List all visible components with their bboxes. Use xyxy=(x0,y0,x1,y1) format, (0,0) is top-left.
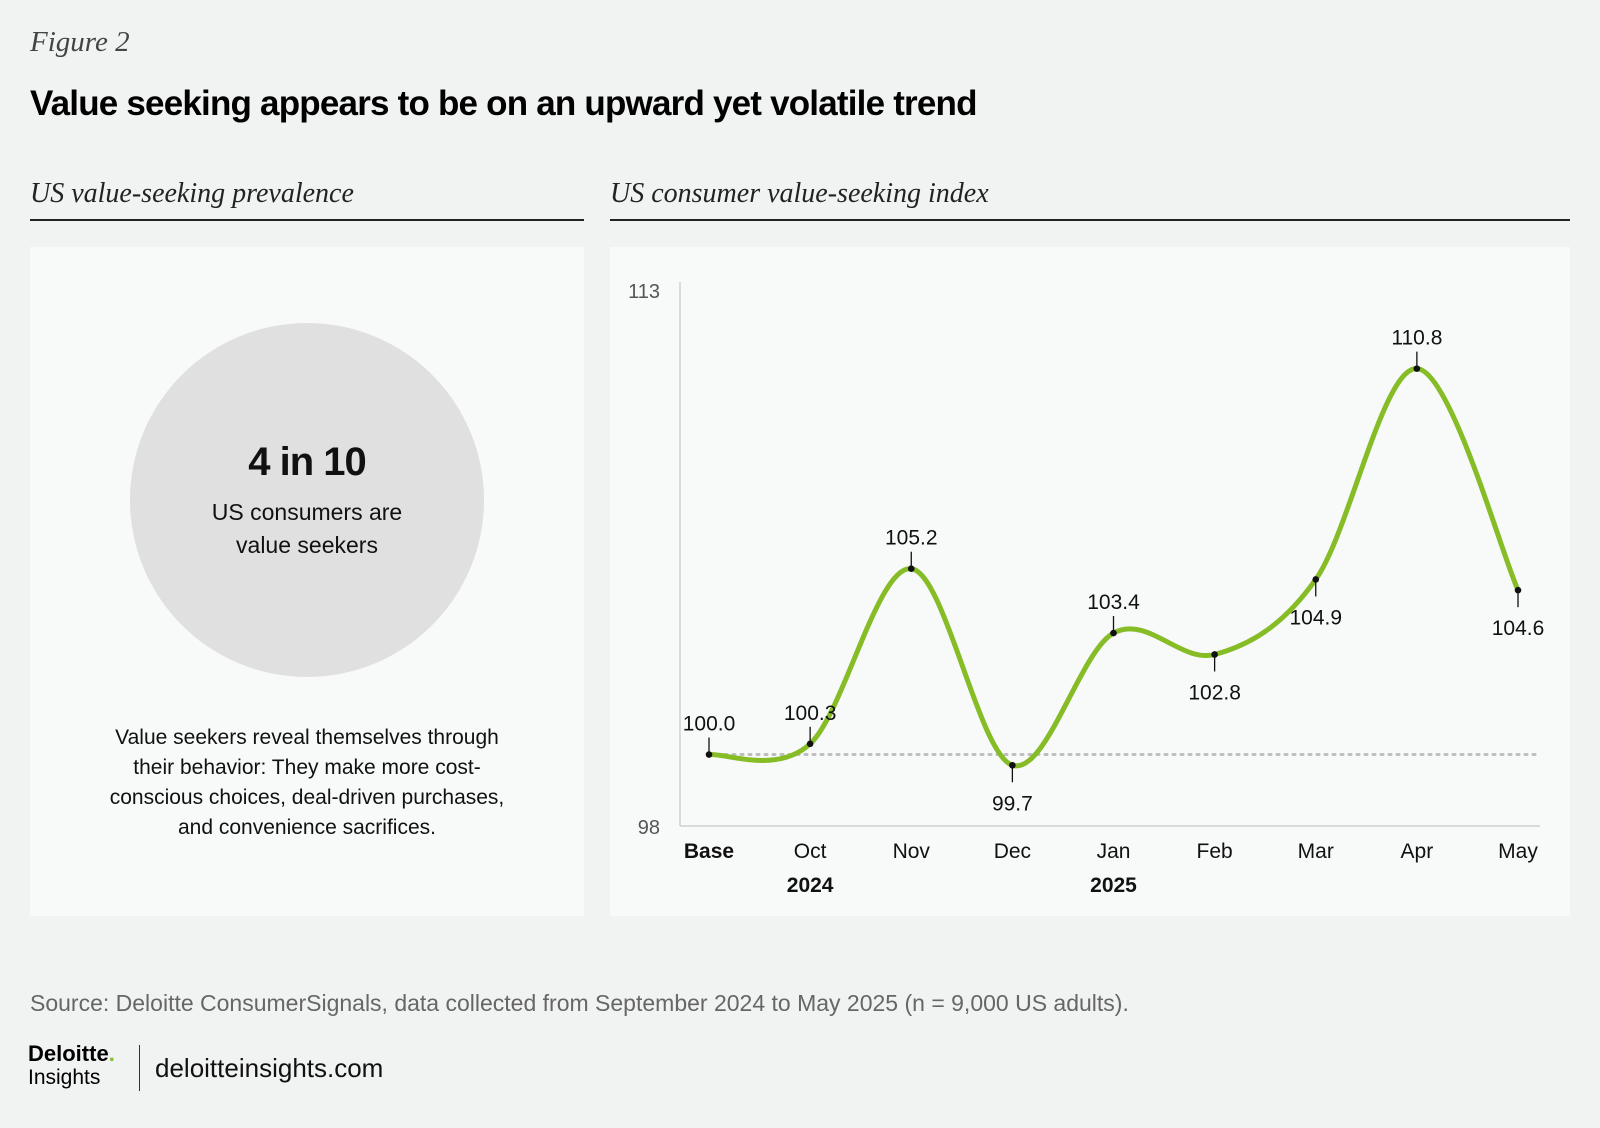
right-panel-title: US consumer value-seeking index xyxy=(610,178,989,209)
x-tick-label: Feb xyxy=(1197,840,1233,863)
year-label: 2025 xyxy=(1090,874,1137,897)
year-label: 2024 xyxy=(787,874,834,897)
data-point xyxy=(1312,576,1320,583)
data-point xyxy=(1413,365,1421,372)
data-point xyxy=(705,751,713,758)
data-point xyxy=(1110,629,1117,637)
data-label: 102.8 xyxy=(1188,681,1241,704)
data-label: 100.0 xyxy=(683,713,736,736)
x-tick-label: Apr xyxy=(1401,840,1434,863)
source-note: Source: Deloitte ConsumerSignals, data c… xyxy=(30,990,1129,1016)
prevalence-description: Value seekers reveal themselves through … xyxy=(109,726,505,839)
data-label: 104.9 xyxy=(1289,606,1342,629)
x-tick-label: Base xyxy=(684,840,734,863)
logo-brand: Deloitte xyxy=(28,1041,109,1066)
data-label: 104.6 xyxy=(1492,617,1545,640)
x-tick-label: Dec xyxy=(994,840,1031,863)
data-label: 103.4 xyxy=(1087,591,1140,614)
data-point xyxy=(907,565,915,573)
data-label: 110.8 xyxy=(1391,327,1442,350)
x-tick-label: Mar xyxy=(1298,840,1334,863)
data-label: 99.7 xyxy=(992,792,1033,815)
index-panel xyxy=(610,247,1570,916)
left-panel-rule xyxy=(30,219,584,221)
left-panel-title: US value-seeking prevalence xyxy=(30,178,354,209)
value-seeking-index-chart: 113 98 100.0 100.3 105.2 99.7 103.4 102.8 104.9 1… xyxy=(628,281,1545,897)
data-point xyxy=(806,740,814,748)
y-tick-label: 113 xyxy=(628,281,660,303)
data-label: 105.2 xyxy=(885,527,938,550)
data-point xyxy=(1514,586,1522,594)
logo-divider xyxy=(139,1045,140,1091)
deloitte-logo: Deloitte. xyxy=(28,1042,115,1066)
logo-dot: . xyxy=(108,1041,115,1066)
data-label: 100.3 xyxy=(784,702,837,725)
figure-title: Value seeking appears to be on an upward… xyxy=(30,84,978,123)
stat-main: 4 in 10 xyxy=(248,440,367,484)
stat-sub: US consumers are value seekers xyxy=(211,499,403,558)
data-point xyxy=(1009,761,1016,769)
right-panel-rule xyxy=(610,219,1570,221)
data-point xyxy=(1211,651,1218,658)
stat-circle xyxy=(130,323,484,677)
y-tick-label: 98 xyxy=(638,817,660,839)
x-tick-label: Nov xyxy=(893,840,931,863)
x-tick-label: Jan xyxy=(1097,840,1131,863)
x-tick-label: Oct xyxy=(794,840,827,863)
x-tick-label: May xyxy=(1498,840,1538,863)
logo-insights: Insights xyxy=(28,1066,101,1089)
figure-label: Figure 2 xyxy=(30,26,130,58)
site-link[interactable]: deloitteinsights.com xyxy=(155,1053,384,1083)
